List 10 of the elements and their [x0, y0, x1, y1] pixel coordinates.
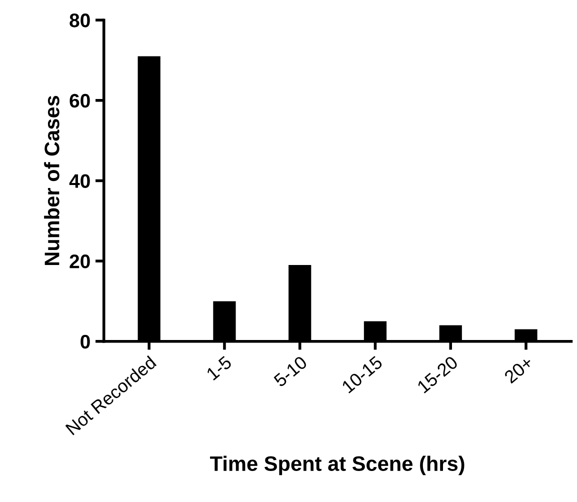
y-tick-label: 60	[70, 94, 90, 108]
x-tick-label: 20+	[504, 355, 534, 384]
x-tick-label: 5-10	[273, 355, 308, 388]
y-axis-title: Number of Cases	[44, 96, 60, 265]
y-tick-label: 20	[70, 254, 90, 268]
y-tick-label: 0	[80, 334, 90, 349]
y-tick-label: 80	[70, 14, 90, 28]
y-tick-label: 40	[69, 174, 90, 188]
x-axis-title: Time Spent at Scene (hrs)	[210, 456, 464, 476]
x-tick-label: 1-5	[206, 356, 232, 381]
